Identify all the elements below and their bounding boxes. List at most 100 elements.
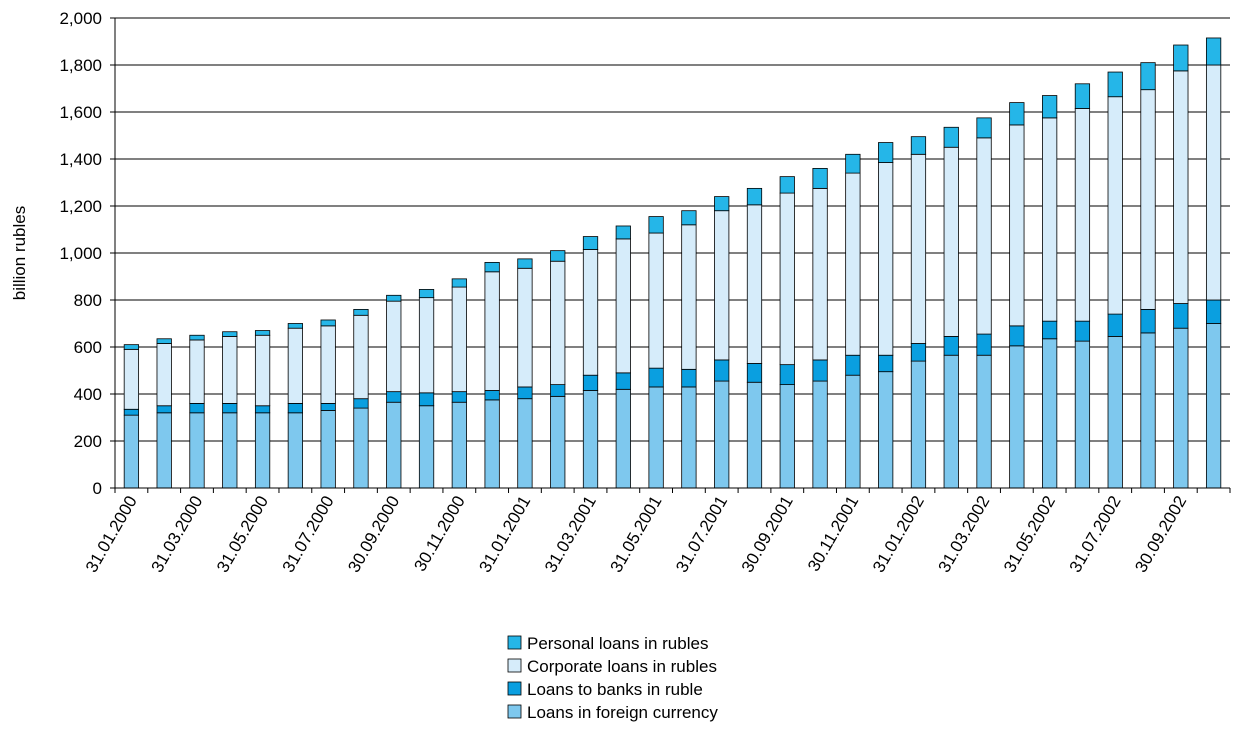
- bar-segment: [1042, 95, 1058, 119]
- bar-segment: [189, 402, 205, 414]
- y-tick-label: 600: [74, 338, 102, 357]
- bar-segment: [615, 225, 631, 240]
- bar-segment: [1074, 108, 1091, 322]
- bar-segment: [386, 300, 402, 393]
- bar-segment: [1173, 303, 1189, 329]
- bar-segment: [386, 294, 402, 302]
- x-tick-label: 31.03.2000: [147, 493, 206, 576]
- y-tick-label: 200: [74, 432, 102, 451]
- bar-segment: [582, 374, 599, 391]
- bar-segment: [517, 267, 533, 388]
- bar-segment: [878, 354, 894, 373]
- bar-segment: [910, 153, 927, 344]
- gridlines: [115, 17, 1230, 442]
- bar-segment: [1140, 89, 1156, 310]
- bar-segment: [156, 405, 172, 414]
- bar-segment: [550, 260, 566, 386]
- bar-segment: [156, 338, 172, 344]
- x-tick-label: 30.11.2001: [804, 493, 862, 575]
- legend-label: Loans in foreign currency: [527, 703, 718, 722]
- bar-segment: [418, 297, 435, 394]
- legend-swatch: [507, 658, 522, 673]
- legend: Personal loans in rubles Corporate loans …: [507, 634, 718, 722]
- legend-label: Corporate loans in rubles: [527, 657, 717, 676]
- bar-segment: [123, 348, 140, 410]
- bar-segment: [845, 354, 861, 376]
- bar-segment: [189, 339, 205, 404]
- x-tick-label: 30.09.2000: [344, 493, 403, 576]
- bar-segment: [582, 236, 599, 250]
- bar-segment: [681, 386, 697, 489]
- bar-segment: [648, 232, 664, 369]
- bar-segment: [386, 401, 402, 489]
- bar-segment: [910, 136, 927, 155]
- bar-segment: [812, 380, 828, 489]
- bar-segment: [910, 343, 927, 362]
- bar-segment: [582, 249, 599, 376]
- bar-segment: [451, 286, 467, 393]
- bar-segment: [1173, 44, 1189, 72]
- bar-segment: [943, 126, 959, 148]
- bar-segment: [1107, 96, 1123, 315]
- bar-segment: [1042, 320, 1058, 340]
- bar-segment: [779, 192, 795, 366]
- x-tick-label: 31.03.2001: [541, 493, 600, 576]
- x-tick-label: 31.07.2000: [279, 493, 338, 576]
- bar-segment: [254, 330, 271, 336]
- y-tick-labels: 0 200 400 600 800 1,000 1,200 1,400 1,600 1,800 2,…: [59, 9, 102, 498]
- bar-segment: [254, 405, 271, 414]
- bar-segment: [418, 289, 435, 299]
- bar-segment: [1205, 64, 1222, 301]
- bar-segment: [681, 210, 697, 226]
- bar-segment: [451, 278, 467, 288]
- bar-segment: [779, 384, 795, 489]
- bar-segment: [615, 388, 631, 489]
- bar-segment: [517, 258, 533, 269]
- bar-segment: [1042, 338, 1058, 489]
- bar-segment: [615, 372, 631, 390]
- bar-segment: [1107, 313, 1123, 337]
- bar-segment: [320, 410, 336, 489]
- bar-segment: [1074, 340, 1091, 489]
- bar-segment: [550, 395, 566, 489]
- bar-segment: [976, 333, 992, 356]
- x-tick-labels: 31.01.2000 31.03.2000 31.05.2000 31.07.2000…: [82, 493, 1190, 576]
- bar-segment: [681, 368, 697, 388]
- x-tick-label: 31.05.2000: [213, 493, 272, 576]
- bar-segment: [845, 172, 861, 356]
- bar-segment: [845, 374, 861, 489]
- bar-segment: [222, 336, 238, 404]
- bar-segment: [746, 381, 763, 489]
- bar-segment: [254, 412, 271, 489]
- bar-segment: [812, 359, 828, 382]
- bar-segment: [353, 308, 369, 316]
- bar-segment: [746, 187, 763, 206]
- bar-segment: [320, 402, 336, 411]
- bar-segment: [418, 405, 435, 489]
- bar-segment: [222, 402, 238, 414]
- bar-segment: [714, 196, 730, 212]
- x-tick-label: 30.09.2001: [738, 493, 797, 576]
- bar-segment: [779, 364, 795, 386]
- bar-segment: [484, 271, 500, 391]
- bar-segment: [1009, 102, 1025, 126]
- bar-segment: [484, 261, 500, 273]
- bar-segment: [648, 386, 664, 489]
- bar-segment: [287, 327, 303, 404]
- bar-segment: [484, 390, 500, 401]
- bar-segment: [1074, 320, 1091, 342]
- bars: [123, 37, 1222, 489]
- bar-segment: [1009, 325, 1025, 347]
- bar-segment: [681, 224, 697, 370]
- y-tick-label: 2,000: [59, 9, 102, 28]
- y-tick-label: 0: [93, 479, 102, 498]
- x-tick-label: 31.05.2002: [1000, 493, 1059, 576]
- bar-segment: [1205, 299, 1222, 324]
- bar-segment: [1140, 308, 1156, 334]
- x-tick-label: 30.09.2002: [1131, 493, 1190, 576]
- bar-segment: [156, 343, 172, 407]
- bar-segment: [1009, 124, 1025, 327]
- bar-segment: [812, 187, 828, 361]
- bar-segment: [714, 359, 730, 382]
